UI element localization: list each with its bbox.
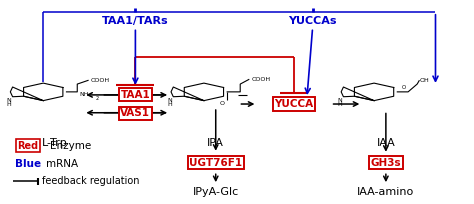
Text: H: H: [167, 102, 172, 107]
Text: H: H: [337, 102, 342, 107]
Text: IAA: IAA: [376, 137, 395, 147]
Text: OH: OH: [419, 78, 429, 83]
Text: 2: 2: [95, 96, 99, 101]
Text: TAA1: TAA1: [120, 90, 150, 100]
Text: feedback regulation: feedback regulation: [42, 176, 140, 186]
Text: N: N: [7, 98, 11, 103]
Text: GH3s: GH3s: [371, 158, 401, 168]
Text: UGT76F1: UGT76F1: [189, 158, 242, 168]
Text: VAS1: VAS1: [120, 108, 150, 118]
Text: YUCCAs: YUCCAs: [288, 16, 337, 26]
Text: L-Trp: L-Trp: [42, 137, 68, 147]
Text: YUCCA: YUCCA: [274, 99, 313, 109]
Text: COOH: COOH: [91, 78, 110, 83]
Text: Red: Red: [18, 141, 39, 151]
Text: IPA: IPA: [207, 137, 224, 147]
Text: O: O: [401, 84, 406, 90]
Text: Blue: Blue: [15, 159, 41, 169]
Text: N: N: [167, 98, 172, 103]
Text: IAA-amino: IAA-amino: [357, 187, 414, 197]
Text: TAA1/TARs: TAA1/TARs: [102, 16, 169, 26]
Text: COOH: COOH: [252, 77, 271, 82]
Text: Enzyme: Enzyme: [50, 141, 91, 151]
Text: O: O: [219, 101, 225, 106]
Text: mRNA: mRNA: [46, 159, 78, 169]
Text: NH: NH: [80, 92, 89, 97]
Text: N: N: [337, 98, 342, 103]
Text: H: H: [7, 102, 11, 107]
Text: IPyA-Glc: IPyA-Glc: [192, 187, 239, 197]
